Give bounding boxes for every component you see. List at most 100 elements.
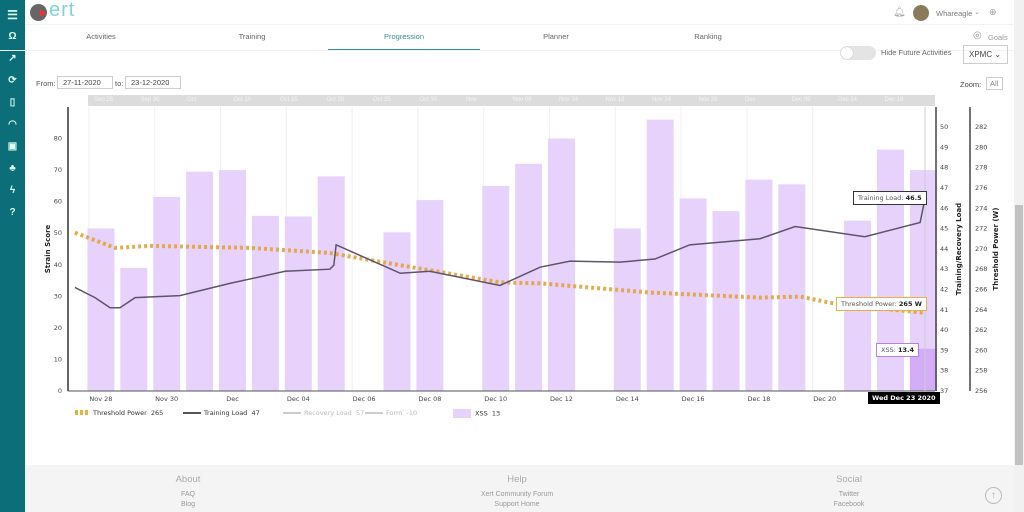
- footer-link-forum[interactable]: Xert Community Forum: [480, 491, 554, 498]
- left-axis-tick: 40: [54, 261, 62, 269]
- left-axis-tick: 50: [54, 229, 62, 237]
- right-axis-1-tick: 49: [940, 143, 948, 151]
- left-axis-tick: 60: [54, 198, 62, 206]
- x-axis-tick: Dec 04: [287, 395, 310, 403]
- threshold-power-tooltip: Threshold Power: 265 W: [836, 297, 927, 311]
- menu-icon[interactable]: ☰: [7, 8, 18, 22]
- goals-link[interactable]: Goals: [988, 33, 1008, 42]
- right-axis-1-tick: 47: [940, 184, 948, 192]
- xss-bar: [251, 215, 279, 391]
- footer-about-heading: About: [175, 474, 201, 485]
- xss-bar: [712, 211, 740, 391]
- footer-link-facebook[interactable]: Facebook: [833, 501, 865, 508]
- navigator-label: Oct: [187, 97, 197, 103]
- tab-training[interactable]: Training: [238, 32, 266, 41]
- navigator-label: Nov 09: [512, 97, 532, 103]
- user-icon[interactable]: Ω: [8, 31, 17, 42]
- tab-ranking[interactable]: Ranking: [694, 32, 722, 41]
- x-axis-tick: Dec: [226, 395, 239, 403]
- logo-icon[interactable]: [30, 4, 47, 21]
- legend-item-threshold-power[interactable]: Threshold Power 265: [75, 409, 163, 417]
- device-icon[interactable]: ▯: [9, 97, 16, 108]
- tab-activities[interactable]: Activities: [86, 32, 116, 41]
- help-icon[interactable]: ?: [9, 207, 16, 218]
- footer-link-blog[interactable]: Blog: [180, 501, 196, 508]
- x-axis-tick: Dec 20: [813, 395, 836, 403]
- navigator-label: Nov 19: [605, 97, 625, 103]
- group-icon[interactable]: ♣: [9, 163, 16, 174]
- scroll-to-top-icon[interactable]: ↑: [985, 487, 1002, 504]
- right-axis-2-tick: 276: [975, 184, 987, 192]
- right-axis-1-tick: 38: [940, 367, 948, 375]
- footer-link-twitter[interactable]: Twitter: [838, 491, 860, 498]
- footer-link-faq[interactable]: FAQ: [180, 491, 196, 498]
- xss-bar: [317, 176, 345, 391]
- navigator-label: Sep 30: [140, 97, 160, 103]
- logout-icon[interactable]: ⊕: [989, 7, 997, 17]
- zoom-label: Zoom:: [960, 80, 982, 89]
- right-axis-1-tick: 40: [940, 326, 948, 334]
- navigator-label: Sep 25: [94, 97, 114, 103]
- right-axis-2-tick: 282: [975, 123, 987, 131]
- navigator-label: Nov 14: [559, 97, 579, 103]
- xss-bar: [383, 232, 411, 391]
- tooltip-value: 265 W: [898, 300, 922, 308]
- chart-icon[interactable]: ↗: [8, 53, 17, 64]
- progression-chart: 0 10 20 30 40 50 60 70 80 37 38 39 40 41 42 43 44 45 46 47 4…: [44, 107, 1000, 403]
- bell-icon[interactable]: 🔔︎: [893, 7, 906, 18]
- bolt-icon[interactable]: ϟ: [9, 185, 16, 196]
- avatar[interactable]: [913, 5, 929, 21]
- right-axis-2-tick: 278: [975, 164, 987, 172]
- right-axis-2-tick: 274: [975, 204, 987, 212]
- right-axis-1-tick: 48: [940, 164, 948, 172]
- legend-label: XSS: [475, 409, 488, 418]
- tooltip-label: XSS:: [881, 346, 896, 354]
- x-axis-tick: Dec 18: [747, 395, 770, 403]
- left-axis-tick: 0: [58, 387, 62, 395]
- navigator-label: Oct 30: [419, 97, 438, 103]
- x-axis-tick: Dec 16: [682, 395, 705, 403]
- right-axis-1-tick: 43: [940, 265, 948, 273]
- to-date-input[interactable]: 23-12-2020: [125, 76, 181, 89]
- hide-future-toggle[interactable]: [840, 46, 876, 60]
- scrollbar[interactable]: [1014, 0, 1024, 512]
- sync-icon[interactable]: ⟳: [8, 75, 17, 86]
- tab-progression[interactable]: Progression: [383, 32, 425, 41]
- legend-item-training-load[interactable]: Training Load 47: [183, 409, 260, 417]
- left-axis-title: Strain Score: [44, 224, 52, 273]
- legend-item-form[interactable]: Form -10: [365, 409, 417, 417]
- to-label: to:: [115, 79, 124, 88]
- zoom-all-button[interactable]: All: [986, 77, 1003, 90]
- gauge-icon[interactable]: ◠: [8, 119, 17, 130]
- metric-select[interactable]: XPMC ⌄: [963, 45, 1008, 64]
- xss-bar: [120, 267, 148, 391]
- navigator-bar[interactable]: [88, 95, 935, 106]
- legend-symbol: [75, 410, 89, 415]
- chevron-down-icon[interactable]: ⌄: [974, 9, 980, 16]
- video-icon[interactable]: ▣: [7, 141, 18, 152]
- tab-planner[interactable]: Planner: [543, 32, 569, 41]
- right-axis-1-title: Training/Recovery Load: [955, 203, 963, 295]
- training-load-tooltip: Training Load: 46.5: [853, 191, 927, 205]
- right-axis-2-tick: 264: [975, 306, 987, 314]
- username[interactable]: Whareagle: [936, 9, 973, 18]
- navigator-label: Oct 25: [373, 97, 391, 103]
- tooltip-label: Threshold Power:: [841, 300, 897, 308]
- xss-tooltip: XSS: 13.4: [876, 343, 920, 357]
- left-axis-tick: 70: [54, 166, 62, 174]
- legend-symbol: [365, 412, 383, 414]
- legend-item-xss[interactable]: XSS 13: [453, 409, 500, 418]
- right-axis-1-tick: 45: [940, 225, 948, 233]
- xss-bar: [745, 179, 773, 391]
- footer-link-support[interactable]: Support Home: [494, 501, 540, 508]
- right-axis-2-tick: 280: [975, 143, 987, 151]
- hide-future-label: Hide Future Activities: [881, 48, 952, 57]
- navigator-label: Dec: [745, 97, 756, 103]
- footer-social-heading: Social: [836, 474, 862, 485]
- legend-value: -10: [406, 409, 418, 417]
- right-axis-1-tick: 46: [940, 204, 948, 212]
- left-axis-tick: 20: [54, 324, 62, 332]
- navigator-label: Oct 20: [326, 97, 345, 103]
- from-date-input[interactable]: 27-11-2020: [57, 76, 113, 89]
- legend-item-recovery-load[interactable]: Recovery Load 57: [283, 409, 364, 417]
